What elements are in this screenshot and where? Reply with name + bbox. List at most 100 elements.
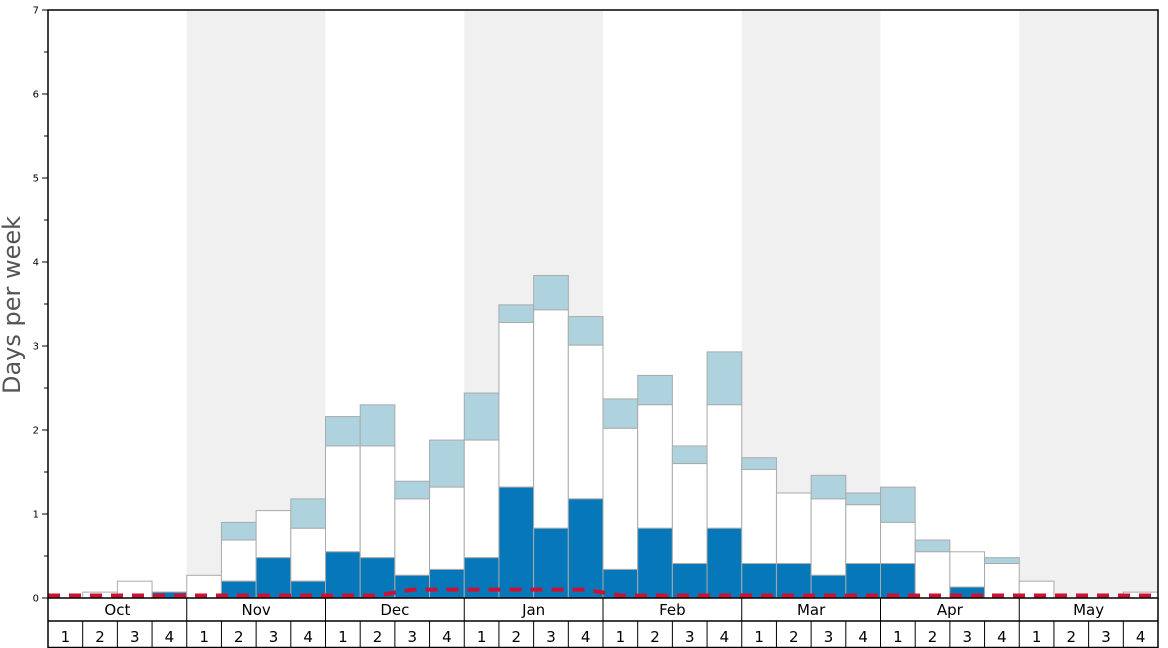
month-label: Nov (241, 601, 270, 619)
bar-light-segment (741, 457, 777, 470)
bar-white-segment (984, 563, 1020, 599)
bar-white-segment (845, 504, 881, 565)
week-label: 4 (1136, 628, 1146, 646)
bar-white-segment (880, 521, 916, 565)
bar-white-segment (463, 439, 500, 559)
bars (82, 274, 1159, 599)
bar-white-segment (741, 468, 777, 565)
bar-dark-segment (706, 527, 743, 599)
y-tick-label: 1 (33, 510, 39, 521)
month-label: Oct (104, 601, 130, 619)
bar-white-segment (359, 445, 396, 559)
week-label: 2 (512, 628, 522, 646)
bar-white-segment (949, 551, 986, 588)
month-label: Jan (521, 601, 545, 619)
week-label: 1 (754, 628, 764, 646)
bar-dark-segment (602, 568, 639, 599)
bar-white-segment (914, 551, 951, 599)
week-label: 4 (581, 628, 591, 646)
bar-white-segment (775, 492, 812, 565)
bar-white-segment (533, 309, 569, 529)
week-label: 4 (997, 628, 1007, 646)
week-label: 4 (303, 628, 313, 646)
bar-dark-segment (533, 527, 569, 599)
bar-light-segment (845, 492, 881, 506)
bar-light-segment (498, 304, 535, 323)
bar-dark-segment (567, 498, 604, 599)
bar-light-segment (984, 557, 1020, 565)
bar-light-segment (220, 521, 257, 541)
bar-white-segment (255, 510, 292, 559)
week-label: 3 (824, 628, 834, 646)
y-tick-label: 3 (33, 342, 39, 353)
week-label: 3 (407, 628, 417, 646)
bar-white-segment (706, 404, 743, 529)
week-label: 3 (962, 628, 972, 646)
bar-dark-segment (741, 563, 777, 599)
week-label: 3 (685, 628, 695, 646)
x-axis-labels: Oct Nov Dec Jan Feb Mar Apr May 1 2 3 4 1 2 3 4 1 2 3 4 1 2 3 4… (61, 601, 1146, 646)
week-label: 1 (338, 628, 348, 646)
y-tick-label: 7 (33, 6, 39, 17)
y-axis-label: Days per week (0, 216, 26, 394)
week-label: 2 (234, 628, 244, 646)
month-label: May (1073, 601, 1104, 619)
bar-dark-segment (394, 574, 431, 599)
week-label: 4 (720, 628, 730, 646)
y-tick-label: 5 (33, 174, 39, 185)
week-label: 3 (269, 628, 279, 646)
week-label: 3 (1101, 628, 1111, 646)
bar-light-segment (880, 486, 916, 523)
bar-dark-segment (498, 486, 535, 599)
week-label: 2 (95, 628, 105, 646)
week-label: 1 (893, 628, 903, 646)
bar-light-segment (429, 439, 465, 488)
week-label: 2 (928, 628, 938, 646)
y-axis-ticks: 0 1 2 3 4 5 6 7 (33, 6, 48, 605)
bar-light-segment (706, 351, 743, 406)
week-label: 4 (858, 628, 868, 646)
week-label: 1 (616, 628, 626, 646)
month-label: Feb (659, 601, 686, 619)
week-label: 4 (165, 628, 175, 646)
trend-line (48, 587, 1158, 598)
bar-dark-segment (429, 568, 465, 599)
week-label: 4 (442, 628, 452, 646)
bar-light-segment (325, 416, 361, 447)
bar-white-segment (671, 463, 708, 565)
week-label: 2 (1067, 628, 1077, 646)
bar-dark-segment (637, 527, 673, 599)
week-label: 1 (199, 628, 209, 646)
bar-dark-segment (845, 563, 881, 599)
bar-light-segment (637, 374, 673, 406)
bar-white-segment (429, 486, 465, 570)
bar-light-segment (567, 316, 604, 346)
bar-dark-segment (325, 551, 361, 599)
y-tick-label: 6 (33, 90, 39, 101)
week-label: 3 (130, 628, 140, 646)
bar-light-segment (290, 498, 326, 529)
bar-light-segment (394, 480, 431, 500)
bar-white-segment (602, 427, 639, 570)
bar-dark-segment (880, 563, 916, 599)
bar-dark-segment (463, 557, 500, 599)
bar-dark-segment (775, 563, 812, 599)
bar-light-segment (533, 274, 569, 311)
week-label: 1 (477, 628, 487, 646)
bar-white-segment (810, 498, 847, 576)
bar-white-segment (220, 539, 257, 582)
bar-dark-segment (359, 557, 396, 599)
month-label: Apr (937, 601, 964, 619)
bar-white-segment (325, 445, 361, 553)
bar-light-segment (463, 392, 500, 441)
week-label: 2 (373, 628, 383, 646)
y-tick-label: 4 (33, 258, 39, 269)
week-label: 3 (546, 628, 556, 646)
bar-white-segment (394, 498, 431, 576)
week-label: 2 (789, 628, 799, 646)
bar-white-segment (637, 404, 673, 529)
month-label: Mar (797, 601, 826, 619)
y-tick-label: 2 (33, 426, 39, 437)
bar-light-segment (671, 445, 708, 465)
